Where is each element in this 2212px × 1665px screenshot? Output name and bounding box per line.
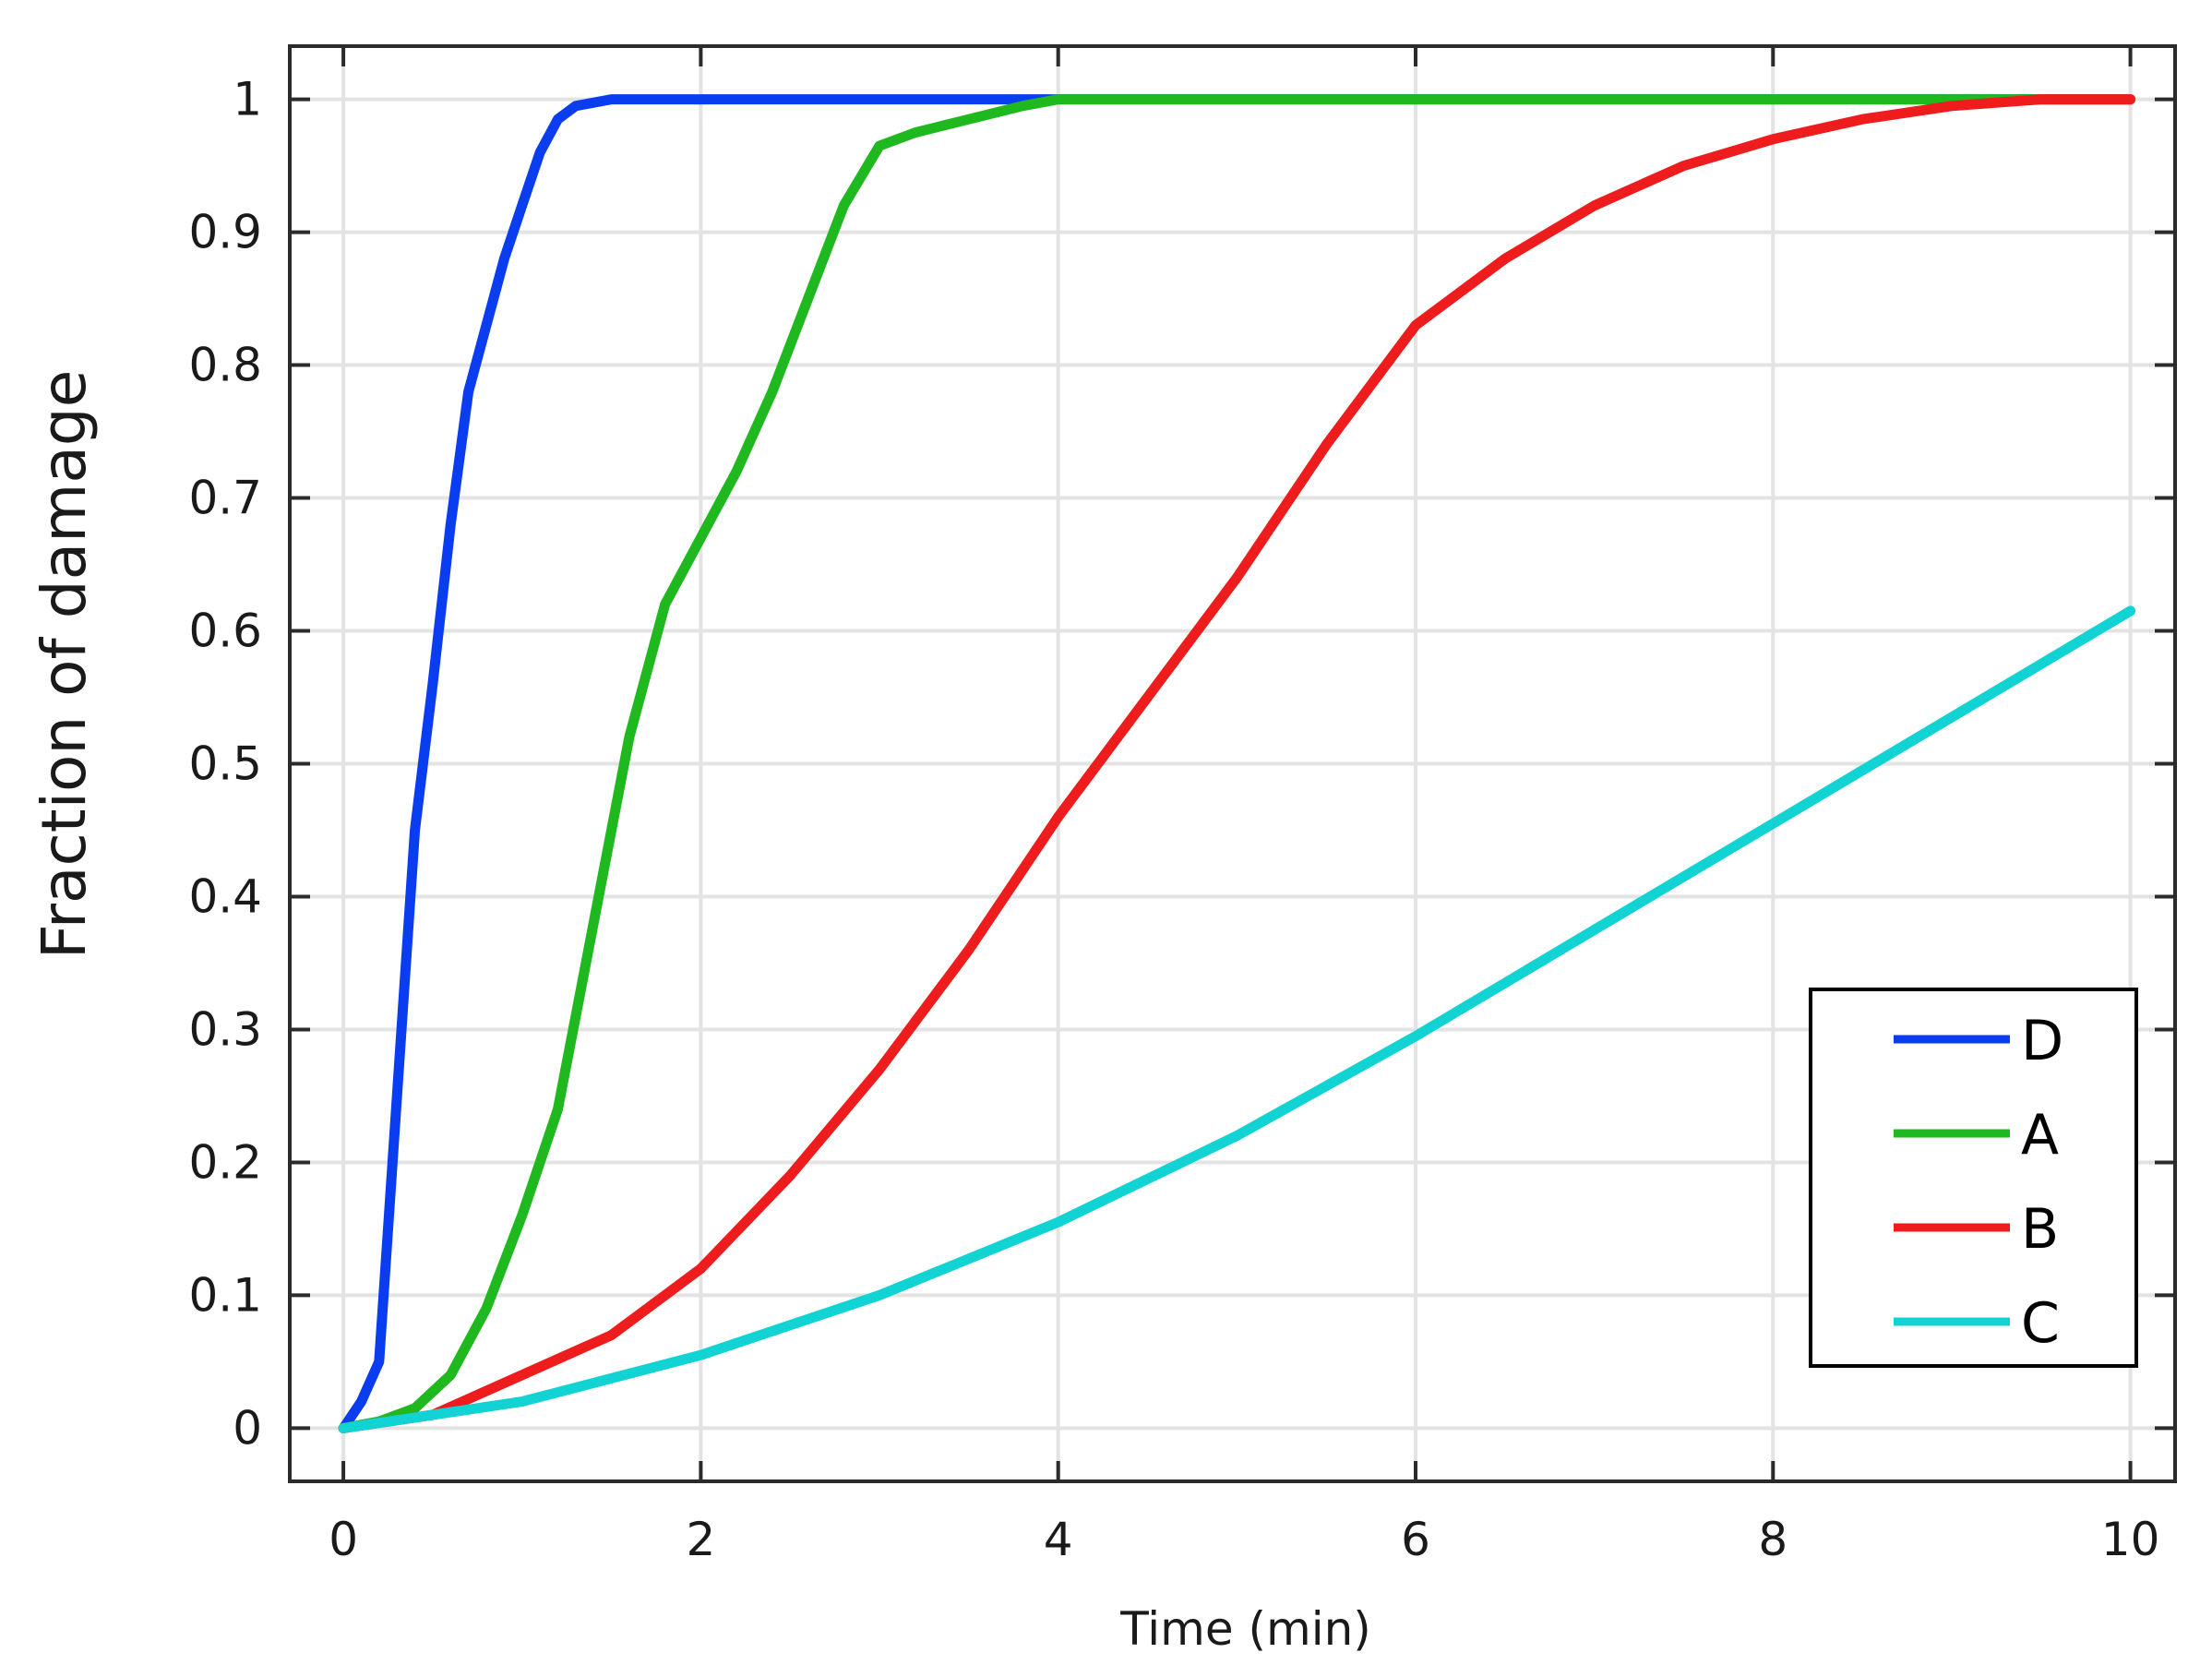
series-line-b (338, 94, 2136, 1433)
data-series (338, 94, 2136, 1433)
y-tick-label: 0.6 (188, 605, 262, 658)
series-line-a (338, 94, 2136, 1433)
legend-label-c: C (2021, 1291, 2060, 1356)
y-tick-label: 0.9 (188, 206, 262, 259)
y-tick-labels: 0 0.1 0.2 0.3 0.4 0.5 0.6 0.7 0.8 0.9 1 (188, 73, 262, 1455)
y-axis-label: Fraction of damage (29, 370, 100, 960)
legend-label-a: A (2021, 1103, 2059, 1168)
y-tick-label: 0.8 (188, 339, 262, 392)
x-tick-labels: 0 2 4 6 8 10 (329, 1513, 2159, 1566)
y-tick-label: 0 (233, 1401, 262, 1455)
legend-label-b: B (2021, 1197, 2059, 1262)
y-tick-label: 0.3 (188, 1002, 262, 1056)
y-tick-label: 0.1 (188, 1268, 262, 1322)
series-line-c (338, 605, 2136, 1433)
plot-area-frame (288, 44, 2177, 1483)
legend-label-d: D (2021, 1009, 2063, 1073)
y-tick-label: 0.5 (188, 737, 262, 791)
x-tick-label: 8 (1758, 1513, 1788, 1566)
x-axis-label: Time (min) (1119, 1602, 1371, 1656)
x-tick-label: 4 (1044, 1513, 1073, 1566)
x-tick-label: 0 (329, 1513, 358, 1566)
axis-ticks (290, 46, 2175, 1481)
x-tick-label: 2 (686, 1513, 715, 1566)
legend-box (1809, 988, 2138, 1368)
x-tick-label: 10 (2101, 1513, 2160, 1566)
series-line-d (338, 94, 2136, 1433)
x-tick-label: 6 (1401, 1513, 1430, 1566)
y-tick-label: 0.2 (188, 1135, 262, 1189)
y-tick-label: 0.7 (188, 472, 262, 525)
y-tick-label: 1 (233, 73, 262, 126)
y-tick-label: 0.4 (188, 869, 262, 923)
